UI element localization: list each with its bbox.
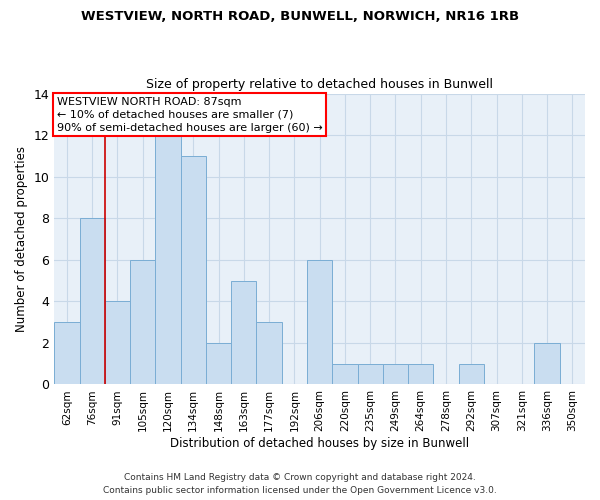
Bar bbox=[54, 322, 80, 384]
Text: WESTVIEW, NORTH ROAD, BUNWELL, NORWICH, NR16 1RB: WESTVIEW, NORTH ROAD, BUNWELL, NORWICH, … bbox=[81, 10, 519, 23]
Text: Contains HM Land Registry data © Crown copyright and database right 2024.
Contai: Contains HM Land Registry data © Crown c… bbox=[103, 474, 497, 495]
Y-axis label: Number of detached properties: Number of detached properties bbox=[15, 146, 28, 332]
Bar bbox=[358, 364, 383, 384]
Title: Size of property relative to detached houses in Bunwell: Size of property relative to detached ho… bbox=[146, 78, 493, 91]
Bar bbox=[80, 218, 105, 384]
Bar bbox=[535, 343, 560, 384]
Bar bbox=[383, 364, 408, 384]
Bar bbox=[155, 135, 181, 384]
Bar bbox=[231, 280, 256, 384]
Bar bbox=[458, 364, 484, 384]
Bar bbox=[130, 260, 155, 384]
Bar bbox=[307, 260, 332, 384]
Bar bbox=[181, 156, 206, 384]
X-axis label: Distribution of detached houses by size in Bunwell: Distribution of detached houses by size … bbox=[170, 437, 469, 450]
Bar bbox=[206, 343, 231, 384]
Bar bbox=[332, 364, 358, 384]
Bar bbox=[408, 364, 433, 384]
Bar bbox=[105, 302, 130, 384]
Bar bbox=[256, 322, 282, 384]
Text: WESTVIEW NORTH ROAD: 87sqm
← 10% of detached houses are smaller (7)
90% of semi-: WESTVIEW NORTH ROAD: 87sqm ← 10% of deta… bbox=[57, 96, 323, 133]
